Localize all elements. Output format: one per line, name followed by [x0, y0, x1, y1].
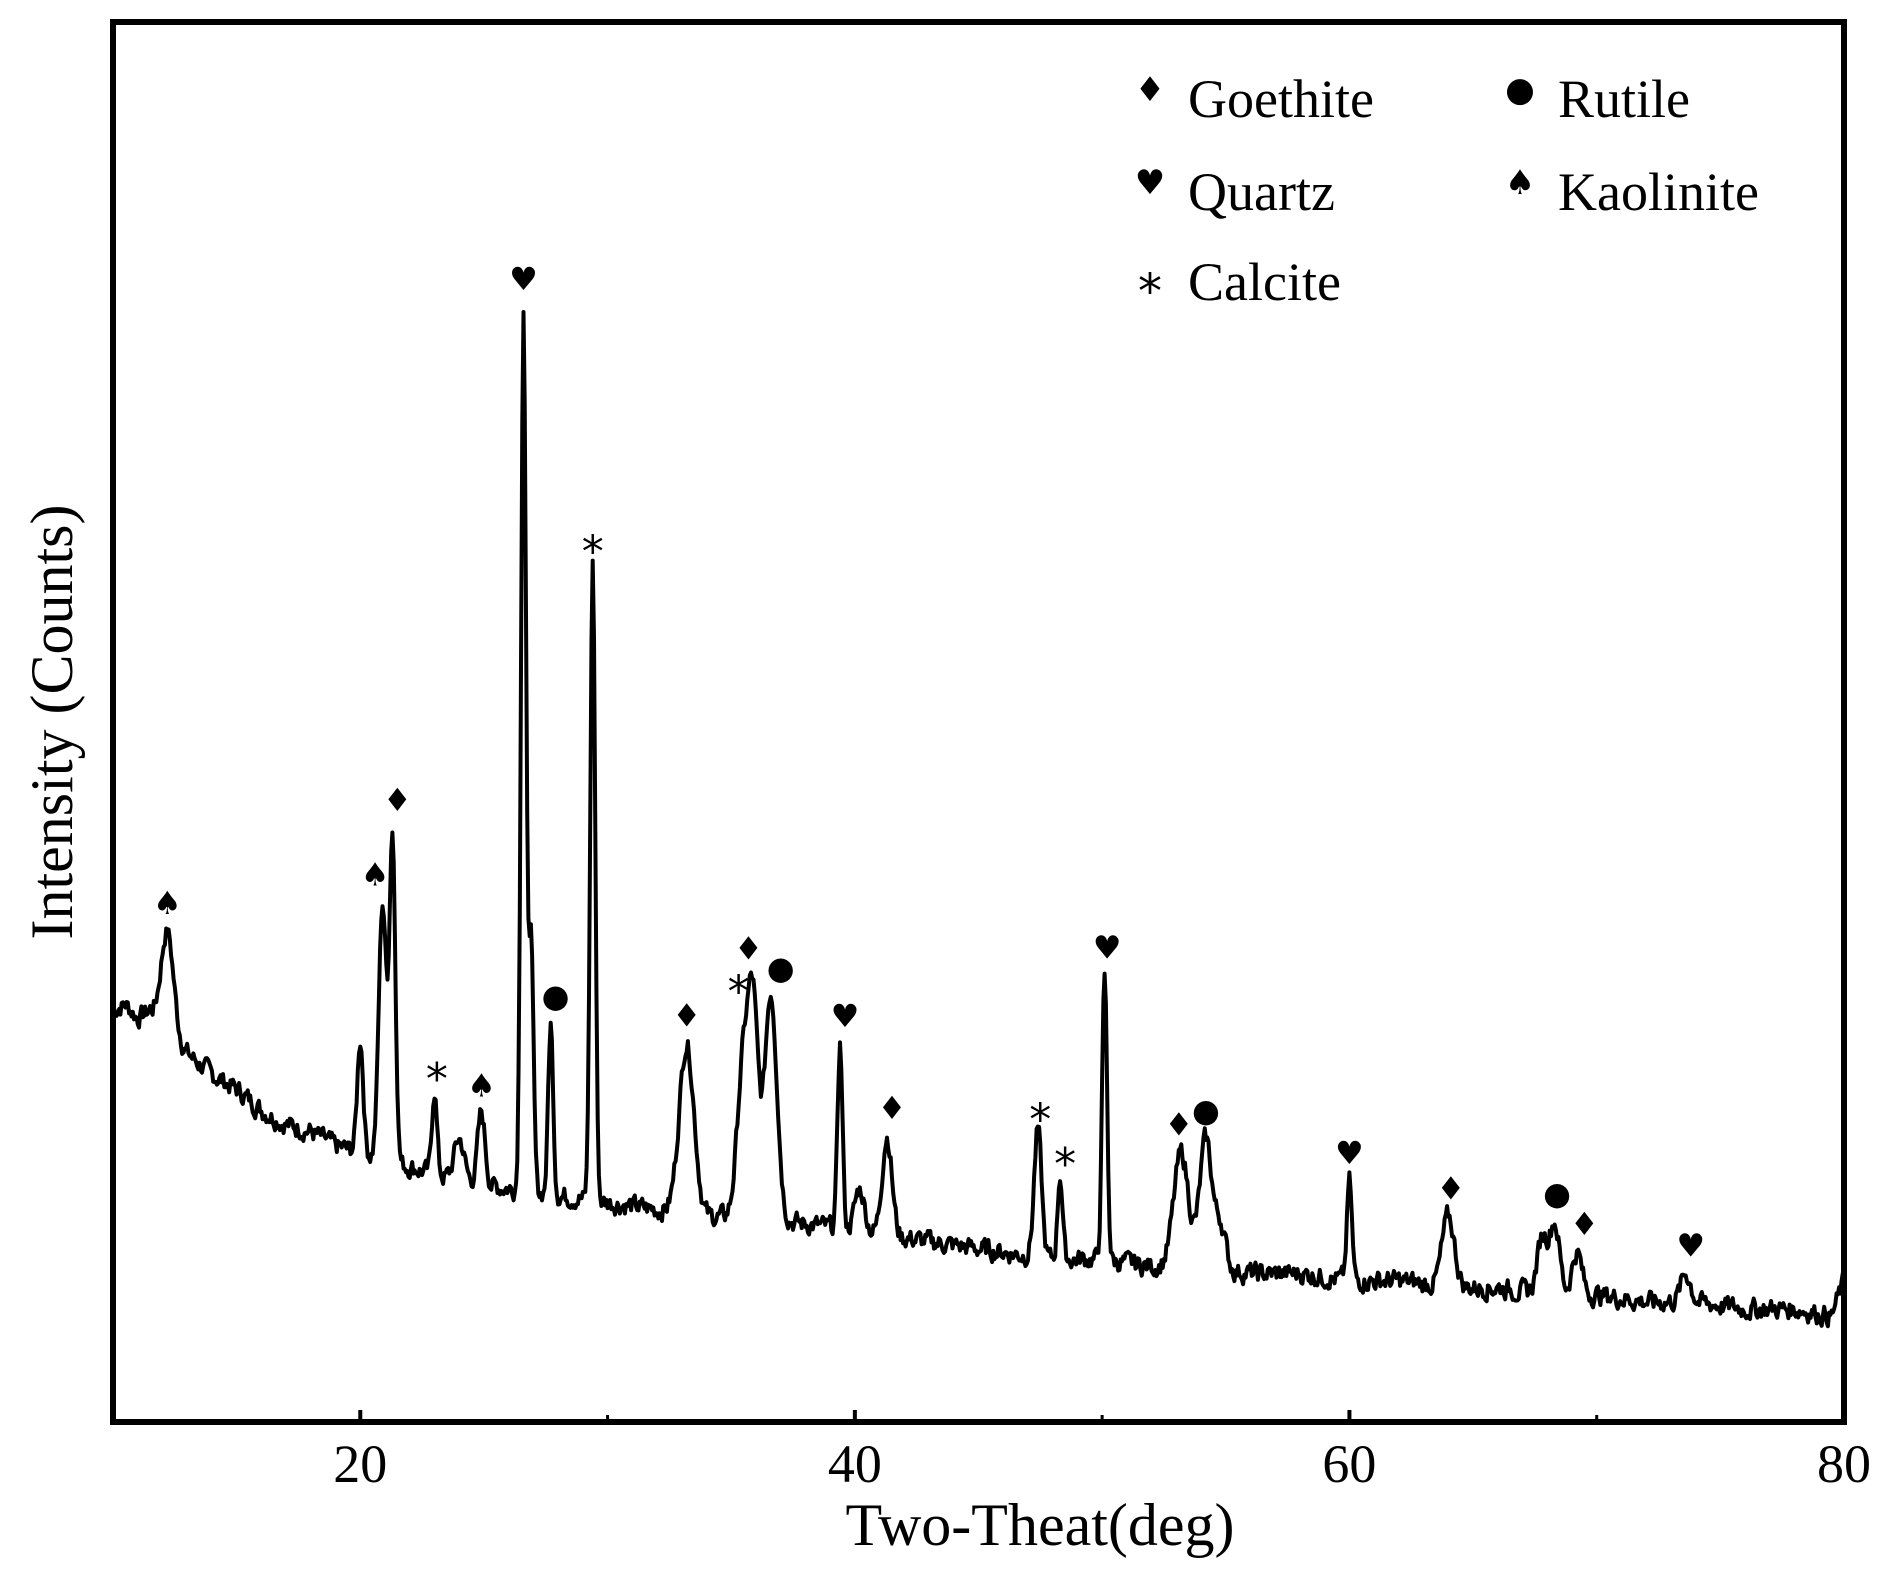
- peak-marker-quartz: ♥: [1676, 1227, 1705, 1265]
- peak-marker-goethite: ♦: [383, 781, 412, 819]
- legend: ♦ Goethite ● Rutile ♥ Quartz ♠ Kaolinite * Calcit…: [1135, 69, 1759, 320]
- legend-symbol-goethite: ♦: [1135, 70, 1165, 110]
- peak-marker-quartz: ♥: [1335, 1134, 1364, 1172]
- legend-symbol-calcite: *: [1138, 264, 1162, 320]
- peak-marker-calcite: *: [1029, 1094, 1051, 1145]
- legend-label-quartz: Quartz: [1188, 162, 1335, 222]
- trace-layer: [111, 310, 1846, 1329]
- plot-frame: [110, 19, 1847, 1425]
- x-axis-ticks: 20 40 60 80: [111, 1410, 1871, 1494]
- x-axis-title: Two-Theat(deg): [846, 1492, 1235, 1558]
- peak-marker-calcite: *: [728, 967, 750, 1018]
- legend-symbol-rutile: ●: [1505, 70, 1535, 110]
- peak-marker-quartz: ♥: [1093, 929, 1122, 967]
- peak-marker-quartz: ♥: [509, 260, 538, 298]
- peak-marker-rutile: ●: [542, 977, 570, 1015]
- x-tick-label: 20: [333, 1434, 387, 1494]
- legend-symbol-kaolinite: ♠: [1505, 163, 1535, 203]
- y-axis-title: Intensity (Counts): [19, 505, 85, 940]
- peak-marker-rutile: ●: [1543, 1174, 1571, 1212]
- peak-marker-kaolinite: ♠: [361, 855, 390, 893]
- peak-marker-calcite: *: [1054, 1139, 1076, 1190]
- x-tick-label: 80: [1817, 1434, 1871, 1494]
- legend-label-calcite: Calcite: [1188, 252, 1341, 312]
- peak-marker-quartz: ♥: [831, 997, 860, 1035]
- legend-label-rutile: Rutile: [1558, 69, 1690, 129]
- peak-marker-rutile: ●: [1192, 1091, 1220, 1129]
- peak-marker-calcite: *: [426, 1054, 448, 1105]
- peak-annotation-layer: ♠♠♦* ♠♥●*♦ *♦●♥♦ **♥♦●♥♦ ●♦♥: [153, 260, 1705, 1264]
- peak-marker-kaolinite: ♠: [153, 884, 182, 922]
- peak-marker-goethite: ♦: [1436, 1170, 1465, 1208]
- legend-label-goethite: Goethite: [1188, 69, 1374, 129]
- peak-marker-rutile: ●: [767, 949, 795, 987]
- peak-marker-kaolinite: ♠: [467, 1066, 496, 1104]
- peak-marker-goethite: ♦: [878, 1089, 907, 1127]
- xrd-pattern-line: [111, 310, 1846, 1329]
- legend-symbol-quartz: ♥: [1135, 163, 1165, 203]
- peak-marker-goethite: ♦: [734, 929, 763, 967]
- legend-label-kaolinite: Kaolinite: [1558, 162, 1759, 222]
- x-tick-label: 40: [828, 1434, 882, 1494]
- peak-marker-goethite: ♦: [1570, 1205, 1599, 1243]
- peak-marker-goethite: ♦: [672, 996, 701, 1034]
- peak-marker-calcite: *: [582, 526, 604, 577]
- peak-marker-goethite: ♦: [1164, 1106, 1193, 1144]
- x-tick-label: 60: [1322, 1434, 1376, 1494]
